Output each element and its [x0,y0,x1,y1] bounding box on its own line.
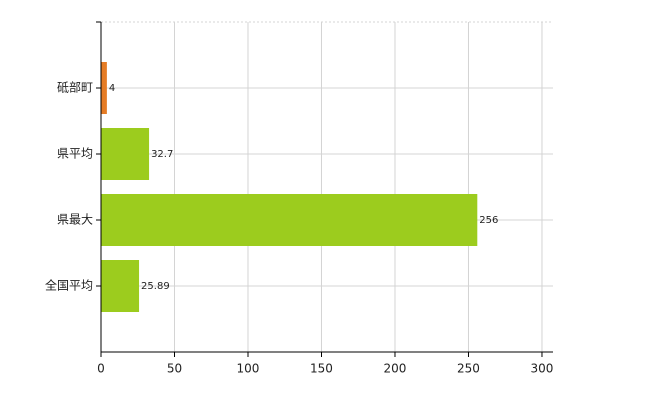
bar [101,62,107,114]
bar [101,260,140,312]
x-tick-label: 300 [531,362,554,376]
x-tick-label: 150 [310,362,333,376]
x-tick-label: 100 [237,362,260,376]
x-tick-label: 200 [384,362,407,376]
y-tick-label: 砥部町 [57,80,93,95]
bar [101,128,150,180]
x-tick-label: 0 [97,362,105,376]
value-label: 25.89 [141,281,170,292]
bar [101,194,478,246]
value-label: 4 [109,83,115,94]
value-label: 256 [479,215,498,226]
value-label: 32.7 [151,149,173,160]
x-tick-label: 250 [457,362,480,376]
y-tick-label: 県平均 [57,147,93,161]
y-tick-label: 全国平均 [45,278,93,293]
x-tick-label: 50 [167,362,182,376]
y-tick-label: 県最大 [57,213,93,227]
